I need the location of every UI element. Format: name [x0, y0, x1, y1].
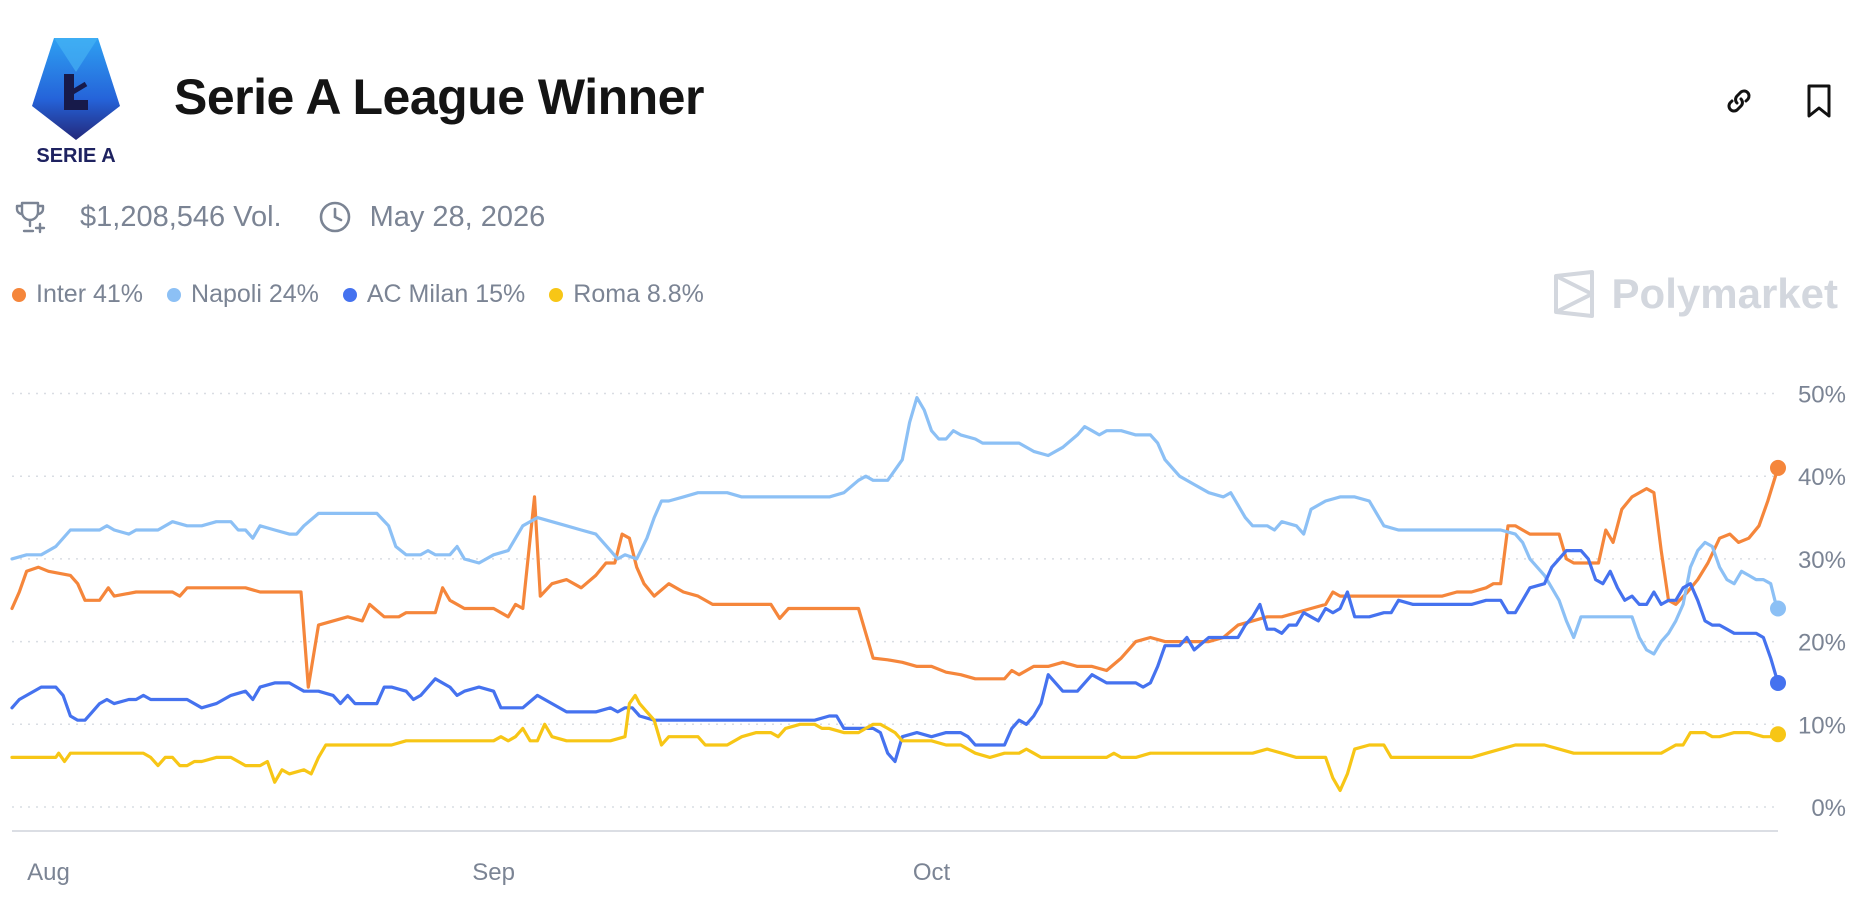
trophy-icon — [12, 198, 50, 236]
market-meta: $1,208,546 Vol. May 28, 2026 — [12, 198, 545, 236]
y-tick-label: 30% — [1798, 547, 1846, 574]
y-tick-label: 50% — [1798, 382, 1846, 409]
copy-link-button[interactable] — [1720, 82, 1758, 120]
legend-item-roma[interactable]: Roma 8.8% — [549, 280, 704, 309]
end-date-text: May 28, 2026 — [370, 201, 546, 234]
y-tick-label: 40% — [1798, 464, 1846, 491]
series-line-roma — [12, 695, 1778, 790]
bookmark-button[interactable] — [1800, 82, 1838, 120]
y-tick-label: 0% — [1811, 795, 1846, 822]
series-end-dot-roma — [1770, 726, 1786, 742]
legend-dot — [167, 288, 181, 302]
x-tick-label: Aug — [27, 859, 70, 886]
link-icon — [1722, 84, 1756, 118]
legend-dot — [343, 288, 357, 302]
legend-dot — [549, 288, 563, 302]
logo-text: SERIE A — [36, 145, 115, 166]
volume-text: $1,208,546 Vol. — [80, 201, 282, 234]
y-tick-label: 10% — [1798, 712, 1846, 739]
legend-label: Roma 8.8% — [573, 280, 704, 309]
page-title: Serie A League Winner — [174, 68, 704, 126]
y-tick-label: 20% — [1798, 630, 1846, 657]
legend-dot — [12, 288, 26, 302]
series-line-ac-milan — [12, 551, 1778, 762]
legend-item-napoli[interactable]: Napoli 24% — [167, 280, 319, 309]
polymarket-icon — [1552, 270, 1596, 318]
market-page: SERIE A Serie A League Winner — [0, 0, 1866, 900]
top-actions — [1720, 82, 1838, 120]
legend-item-ac-milan[interactable]: AC Milan 15% — [343, 280, 525, 309]
legend-label: AC Milan 15% — [367, 280, 525, 309]
polymarket-watermark: Polymarket — [1552, 270, 1838, 318]
price-chart[interactable]: 0% 10% 20% 30% 40% 50% Aug Sep Oct — [0, 360, 1866, 900]
series-end-dot-napoli — [1770, 601, 1786, 617]
legend-label: Napoli 24% — [191, 280, 319, 309]
brand-name: Polymarket — [1612, 270, 1838, 318]
legend-item-inter[interactable]: Inter 41% — [12, 280, 143, 309]
serie-a-logo: SERIE A — [24, 36, 128, 166]
series-end-dot-inter — [1770, 460, 1786, 476]
chart-legend: Inter 41% Napoli 24% AC Milan 15% Roma 8… — [12, 280, 728, 309]
legend-label: Inter 41% — [36, 280, 143, 309]
clock-icon — [316, 198, 354, 236]
x-tick-label: Sep — [472, 859, 515, 886]
x-tick-label: Oct — [913, 859, 951, 886]
series-end-dot-ac-milan — [1770, 675, 1786, 691]
series-line-inter — [12, 468, 1778, 687]
bookmark-icon — [1804, 83, 1834, 119]
